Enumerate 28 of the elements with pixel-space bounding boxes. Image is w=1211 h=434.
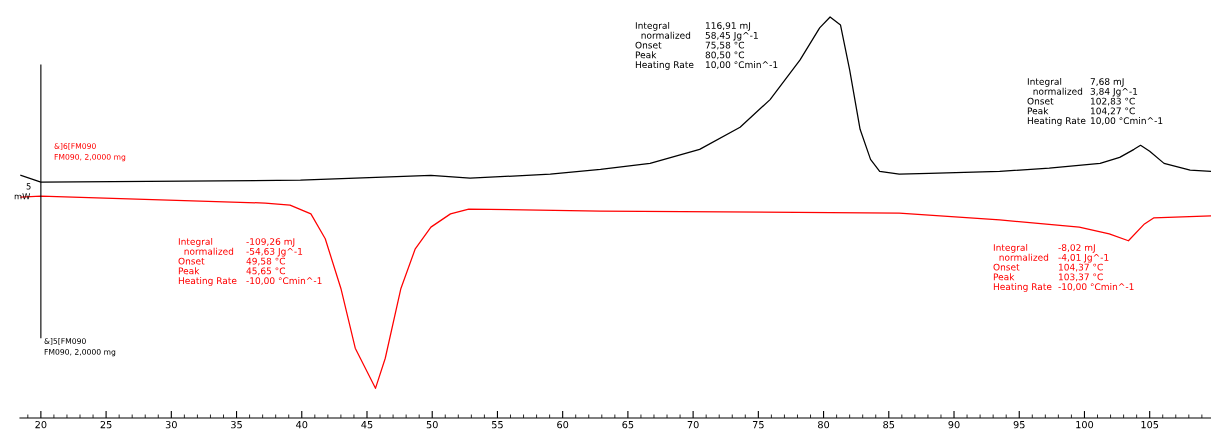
x-tick-label: 40 (296, 420, 308, 429)
x-tick-label: 80 (818, 420, 830, 429)
annotation: -109,26 mJ -54,63 Jg^-1 49,58 °C 45,65 °C -10,00 °Cmin^-1 (246, 238, 322, 285)
annotation: Integral normalized Onset Peak Heating Rate (178, 238, 237, 286)
annotation: Integral normalized Onset Peak Heating Rate (1027, 78, 1086, 126)
x-tick-label: 70 (687, 420, 699, 429)
annotation: 7,68 mJ 3,84 Jg^-1 102,83 °C 104,27 °C 10,00 °Cmin^-1 (1090, 78, 1163, 125)
annotation: 116,91 mJ 58,45 Jg^-1 75,58 °C 80,50 °C 10,00 °Cmin^-1 (705, 22, 778, 69)
x-tick-label: 30 (165, 420, 177, 429)
annotation: -8,02 mJ -4,01 Jg^-1 104,37 °C 103,37 °C -10,00 °Cmin^-1 (1058, 244, 1134, 291)
x-tick-label: 90 (948, 420, 960, 429)
x-tick-label: 65 (622, 420, 634, 429)
annotation: mW (14, 193, 31, 200)
x-tick-label: 85 (883, 420, 895, 429)
x-tick-label: 100 (1076, 420, 1094, 429)
x-tick-label: 35 (231, 420, 242, 429)
x-tick-label: 50 (426, 420, 438, 429)
annotation: 5 (26, 183, 31, 190)
x-tick-label: 20 (35, 420, 47, 429)
x-tick-label: 45 (361, 421, 373, 429)
annotation: Integral normalized Onset Peak Heating Rate (993, 244, 1052, 292)
x-tick-label: 95 (1013, 420, 1025, 429)
x-tick-label: 25 (100, 420, 112, 429)
x-tick-label: 60 (557, 420, 569, 429)
x-tick-label: 55 (492, 421, 503, 429)
annotation: Integral normalized Onset Peak Heating Rate (635, 22, 694, 70)
x-tick-label: 105 (1141, 420, 1159, 429)
x-tick-label: 75 (752, 421, 764, 429)
